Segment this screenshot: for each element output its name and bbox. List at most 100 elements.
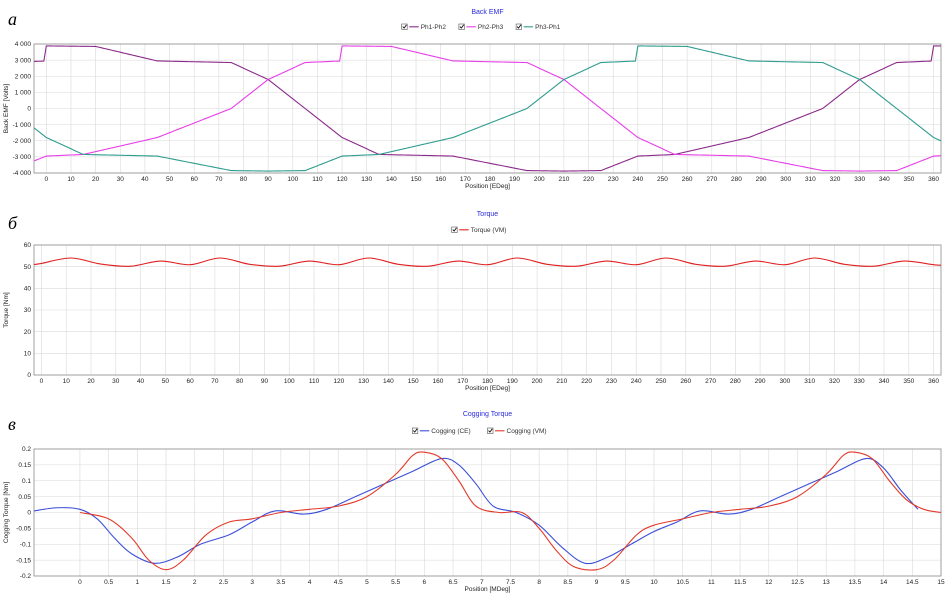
x-tick-label: 210 <box>558 176 569 183</box>
chart-title: Back EMF <box>471 9 503 16</box>
plot-frame <box>33 244 942 376</box>
x-tick-label: 190 <box>509 176 520 183</box>
x-tick-label: 60 <box>191 176 199 183</box>
y-tick-label: 20 <box>24 329 32 336</box>
x-tick-label: 11 <box>708 579 715 586</box>
x-axis-label: Position [EDeg] <box>465 183 510 190</box>
x-tick-label: 12 <box>765 579 773 586</box>
x-tick-label: 240 <box>632 176 643 183</box>
panel-letter: в <box>8 414 16 434</box>
y-tick-label: 30 <box>24 307 32 314</box>
x-tick-label: 14 <box>880 579 888 586</box>
series-line-2 <box>79 451 941 571</box>
x-tick-label: 310 <box>804 378 815 385</box>
x-tick-label: 330 <box>854 378 865 385</box>
legend-checkbox[interactable] <box>515 23 522 30</box>
x-tick-label: 250 <box>657 176 668 183</box>
legend-label: Ph1-Ph2 <box>421 24 447 31</box>
series-line-3 <box>34 45 941 172</box>
y-tick-label: 4 000 <box>15 41 32 48</box>
y-tick-label: 0 <box>27 372 31 379</box>
x-tick-label: 110 <box>312 176 323 183</box>
panel-letter: а <box>8 9 17 29</box>
x-tick-label: 3.5 <box>276 579 285 586</box>
legend-checkbox[interactable] <box>411 427 419 434</box>
legend-checkbox[interactable] <box>451 226 458 233</box>
x-tick-label: 0.5 <box>104 579 113 586</box>
x-tick-label: 230 <box>606 378 617 385</box>
x-tick-label: 40 <box>141 176 149 183</box>
y-tick-label: 10 <box>24 351 32 358</box>
x-tick-label: 300 <box>780 176 791 183</box>
x-tick-label: 10 <box>650 579 658 586</box>
x-tick-label: 180 <box>482 378 493 385</box>
x-tick-label: 9.5 <box>621 579 630 586</box>
legend: Ph1-Ph2 Ph2-Ph3 Ph3-Ph1 <box>401 23 561 31</box>
y-tick-label: -0.05 <box>16 526 31 533</box>
y-axis-label: Cogging Torque [Nm] <box>3 482 10 543</box>
check-icon <box>402 24 407 29</box>
x-tick-label: 300 <box>779 378 790 385</box>
x-tick-label: 10 <box>67 176 75 183</box>
x-tick-label: 320 <box>829 378 840 385</box>
x-tick-label: 80 <box>236 378 244 385</box>
x-tick-label: 80 <box>240 176 248 183</box>
x-tick-label: 220 <box>581 378 592 385</box>
x-tick-label: 230 <box>608 176 619 183</box>
x-tick-label: 150 <box>408 378 419 385</box>
x-tick-label: 4.5 <box>334 579 343 586</box>
x-tick-label: 0 <box>78 579 82 586</box>
x-tick-label: 2.5 <box>219 579 228 586</box>
legend-checkbox[interactable] <box>458 23 465 30</box>
x-tick-label: 90 <box>261 378 269 385</box>
legend-item[interactable]: Cogging (VM) <box>487 427 547 435</box>
x-tick-label: 290 <box>756 176 767 183</box>
x-tick-label: 200 <box>532 378 543 385</box>
legend-item[interactable]: Ph3-Ph1 <box>515 23 561 31</box>
legend-item[interactable]: Torque (VM) <box>451 226 507 234</box>
panel-letter: б <box>8 213 18 233</box>
legend-item[interactable]: Ph1-Ph2 <box>401 23 447 31</box>
y-tick-label: 0.05 <box>18 494 31 501</box>
series-line-1 <box>34 45 941 172</box>
legend-label: Torque (VM) <box>471 227 507 234</box>
x-tick-label: 50 <box>162 378 170 385</box>
chart-title: Torque <box>477 211 499 218</box>
y-tick-label: 0.15 <box>18 462 31 469</box>
series-line-1 <box>34 257 941 267</box>
y-tick-label: 3 000 <box>15 57 32 64</box>
x-tick-label: 0 <box>40 378 44 385</box>
x-tick-label: 9 <box>595 579 599 586</box>
x-tick-label: 270 <box>706 176 717 183</box>
x-tick-label: 130 <box>358 378 369 385</box>
legend-checkbox[interactable] <box>487 427 494 434</box>
x-tick-label: 100 <box>287 176 298 183</box>
y-tick-label: -2 000 <box>13 138 32 145</box>
x-tick-label: 270 <box>705 378 716 385</box>
x-tick-label: 11.5 <box>734 579 747 586</box>
y-tick-label: 40 <box>24 286 32 293</box>
x-tick-label: 1.5 <box>162 579 171 586</box>
x-tick-label: 10.5 <box>676 579 689 586</box>
x-tick-label: 13 <box>823 579 831 586</box>
grid-lines <box>34 448 942 577</box>
x-tick-label: 30 <box>117 176 125 183</box>
y-tick-label: -4 000 <box>13 170 32 177</box>
grid-lines <box>34 43 941 174</box>
series-line-2 <box>34 45 941 172</box>
y-tick-label: -0.15 <box>16 557 31 564</box>
x-tick-label: 20 <box>92 176 100 183</box>
x-tick-label: 120 <box>333 378 344 385</box>
x-tick-label: 30 <box>112 378 120 385</box>
x-tick-label: 5 <box>365 579 369 586</box>
legend-item[interactable]: Cogging (CE) <box>411 427 471 435</box>
check-icon <box>452 227 457 232</box>
x-tick-label: 13.5 <box>849 579 862 586</box>
legend-checkbox[interactable] <box>401 23 408 30</box>
legend-item[interactable]: Ph2-Ph3 <box>458 23 504 31</box>
series-line-1 <box>34 457 919 565</box>
check-icon <box>459 24 465 29</box>
x-tick-label: 350 <box>903 378 914 385</box>
x-tick-label: 240 <box>631 378 642 385</box>
